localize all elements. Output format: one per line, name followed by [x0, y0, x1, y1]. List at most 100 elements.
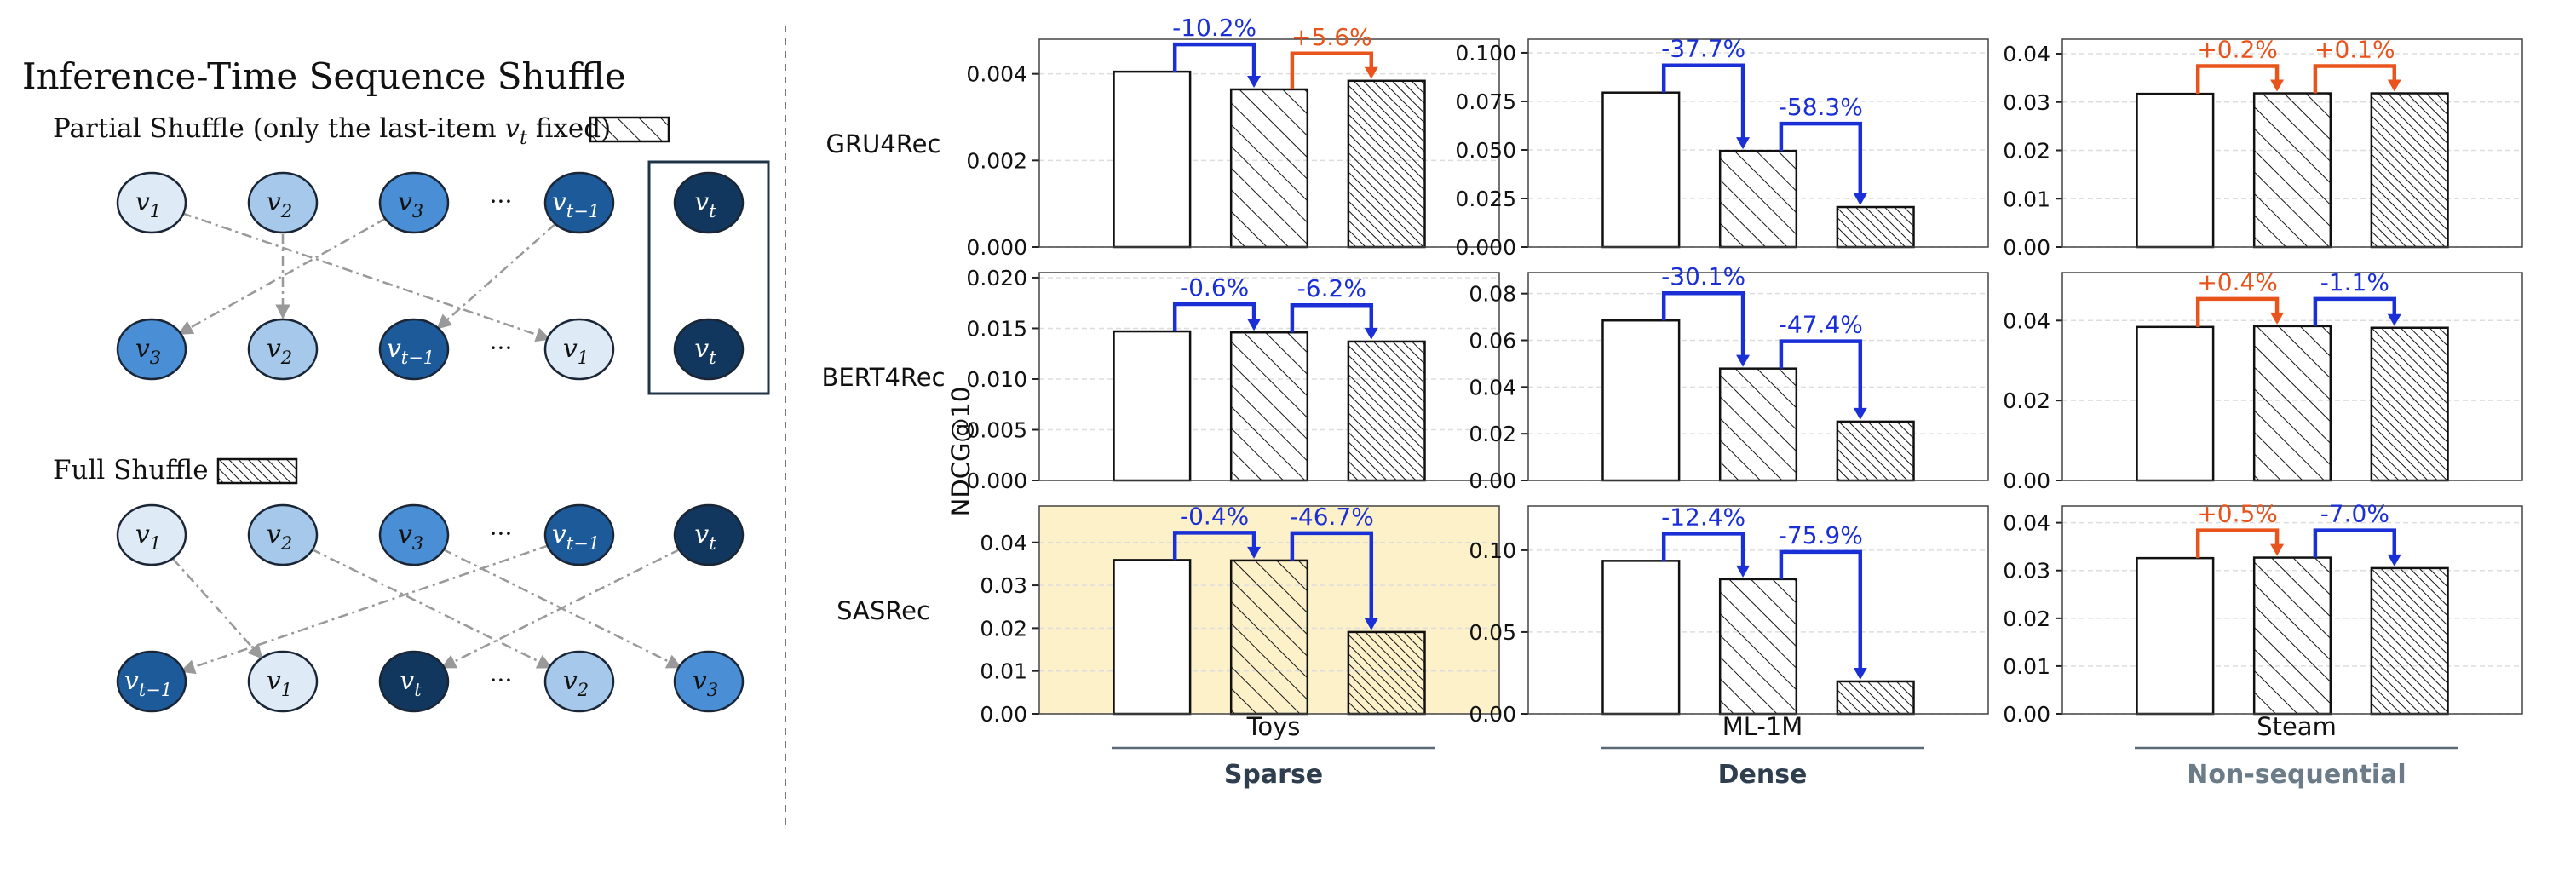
y-tick-label: 0.03 — [2003, 90, 2050, 115]
full-shuffle-legend-swatch — [216, 457, 298, 485]
full-top-ellipsis: ··· — [490, 520, 513, 548]
y-tick-label: 0.00 — [980, 702, 1027, 727]
panel-frame — [1527, 38, 1989, 248]
row-label-gru4rec: GRU4Rec — [826, 129, 941, 158]
shuffle-arrow — [177, 216, 388, 336]
bar-partial-shuffle — [1229, 331, 1309, 482]
y-tick-label: 0.02 — [2003, 388, 2050, 413]
panel-sasrec-steam: 0.00 0.01 0.02 0.03 0.04 +0.5% -7.0% — [2003, 500, 2523, 727]
partial-top-ellipsis: ··· — [490, 187, 513, 216]
full-shuffle-label: Full Shuffle — [53, 455, 209, 486]
y-tick-label: 0.100 — [1455, 41, 1516, 66]
diagram-title: Inference-Time Sequence Shuffle — [22, 55, 626, 97]
bar-partial-shuffle — [1718, 367, 1798, 482]
change-label: -7.0% — [2320, 500, 2389, 528]
panel-frame — [1527, 505, 1989, 715]
y-tick-label: 0.00 — [2003, 235, 2050, 260]
partial-bottom-ellipsis: ··· — [490, 334, 513, 362]
y-tick-label: 0.01 — [980, 659, 1027, 684]
change-arrowhead — [1736, 565, 1751, 578]
panel-frame — [1038, 505, 1500, 715]
y-tick-label: 0.03 — [980, 573, 1027, 598]
bar-original — [1113, 70, 1192, 249]
bar-partial-shuffle — [2252, 325, 2332, 482]
full-bottom-node-label: v1 — [267, 666, 292, 700]
change-label: -10.2% — [1172, 14, 1256, 42]
bar-original — [1113, 330, 1192, 482]
shuffle-arrows — [171, 211, 682, 675]
change-bracket — [2313, 528, 2397, 558]
group-label-dense: Dense — [1718, 760, 1808, 790]
change-bracket — [1779, 549, 1863, 670]
bar-full-shuffle — [1347, 340, 1426, 482]
bar-full-shuffle — [2370, 92, 2449, 249]
bar-partial-shuffle — [1718, 149, 1798, 249]
change-label: -0.6% — [1180, 273, 1249, 302]
panel-sasrec-toys: 0.00 0.01 0.02 0.03 0.04 -0.4% -46.7% — [980, 502, 1500, 727]
shuffle-arrow — [436, 222, 557, 330]
y-tick-label: 0.10 — [1469, 538, 1516, 563]
change-arrowhead — [1247, 319, 1262, 331]
change-label: -37.7% — [1661, 35, 1745, 63]
y-tick-label: 0.005 — [966, 417, 1027, 442]
y-tick-label: 0.04 — [2003, 42, 2050, 66]
change-arrowhead — [1247, 546, 1262, 559]
full-top-node-label: v3 — [398, 520, 423, 554]
bar-partial-shuffle — [1229, 88, 1309, 249]
y-tick-label: 0.015 — [966, 316, 1027, 341]
row-label-sasrec: SASRec — [837, 596, 930, 625]
partial-top-node — [116, 171, 187, 234]
y-tick-label: 0.00 — [1469, 469, 1516, 493]
change-label: -30.1% — [1661, 262, 1745, 290]
fixed-last-item-box — [647, 160, 770, 395]
y-tick-label: 0.01 — [2003, 654, 2050, 679]
shuffle-diagram: Inference-Time Sequence Shuffle Partial … — [22, 26, 786, 826]
group-label-sparse: Sparse — [1224, 760, 1323, 790]
change-bracket — [1172, 531, 1256, 561]
change-bracket — [2195, 64, 2280, 95]
partial-top-node — [378, 171, 450, 234]
y-tick-label: 0.06 — [1469, 329, 1516, 354]
full-bottom-node — [378, 650, 450, 713]
change-bracket — [1661, 290, 1745, 357]
full-top-node — [673, 503, 745, 566]
column-label-ml-1m: ML-1M — [1722, 712, 1803, 741]
partial-bottom-node — [247, 318, 319, 381]
bar-full-shuffle — [1347, 79, 1426, 249]
ndcg-bar-chart: 0.000 0.002 0.004 -10.2% +5.6% 0.000 0.025 0.05… — [821, 14, 2523, 790]
panel-gru4rec-steam: 0.00 0.01 0.02 0.03 0.04 +0.2% +0.1% — [2003, 36, 2523, 260]
partial-bottom-node — [116, 318, 187, 381]
full-bottom-node-label: vt — [400, 666, 422, 700]
change-label: +0.1% — [2314, 36, 2395, 64]
partial-top-node — [247, 171, 319, 234]
full-bottom-node-label: vt−1 — [124, 666, 172, 700]
y-tick-label: 0.02 — [980, 616, 1027, 641]
bar-partial-shuffle — [2252, 556, 2332, 716]
panel-frame — [2061, 505, 2523, 715]
partial-bottom-node — [673, 318, 745, 381]
change-arrowhead — [2270, 312, 2285, 325]
change-arrowhead — [2387, 313, 2401, 326]
change-label: +0.5% — [2197, 500, 2278, 528]
bar-original — [2136, 556, 2215, 716]
partial-top-node-label: v2 — [267, 187, 292, 221]
full-top-node — [116, 503, 187, 566]
full-top-node-label: vt−1 — [552, 520, 600, 554]
y-tick-label: 0.004 — [966, 62, 1027, 87]
bar-full-shuffle — [1836, 420, 1915, 482]
bar-original — [1601, 319, 1681, 482]
y-tick-label: 0.00 — [1469, 702, 1516, 727]
y-tick-label: 0.02 — [1469, 422, 1516, 446]
change-bracket — [1661, 532, 1745, 567]
y-tick-label: 0.000 — [966, 469, 1027, 493]
bar-original — [2136, 92, 2215, 249]
group-labels: Toys Sparse ML-1M Dense Steam Non-sequential — [1112, 712, 2458, 790]
panel-frame — [2061, 38, 2523, 248]
panel-gru4rec-ml-1m: 0.000 0.025 0.050 0.075 0.100 -37.7% -58.3% — [1455, 35, 1989, 260]
y-tick-label: 0.050 — [1455, 138, 1516, 163]
shuffle-arrow — [171, 557, 263, 659]
change-arrowhead — [1364, 327, 1378, 340]
change-label: +5.6% — [1291, 23, 1372, 51]
change-arrowhead — [1364, 618, 1378, 630]
change-label: +0.2% — [2197, 36, 2278, 64]
